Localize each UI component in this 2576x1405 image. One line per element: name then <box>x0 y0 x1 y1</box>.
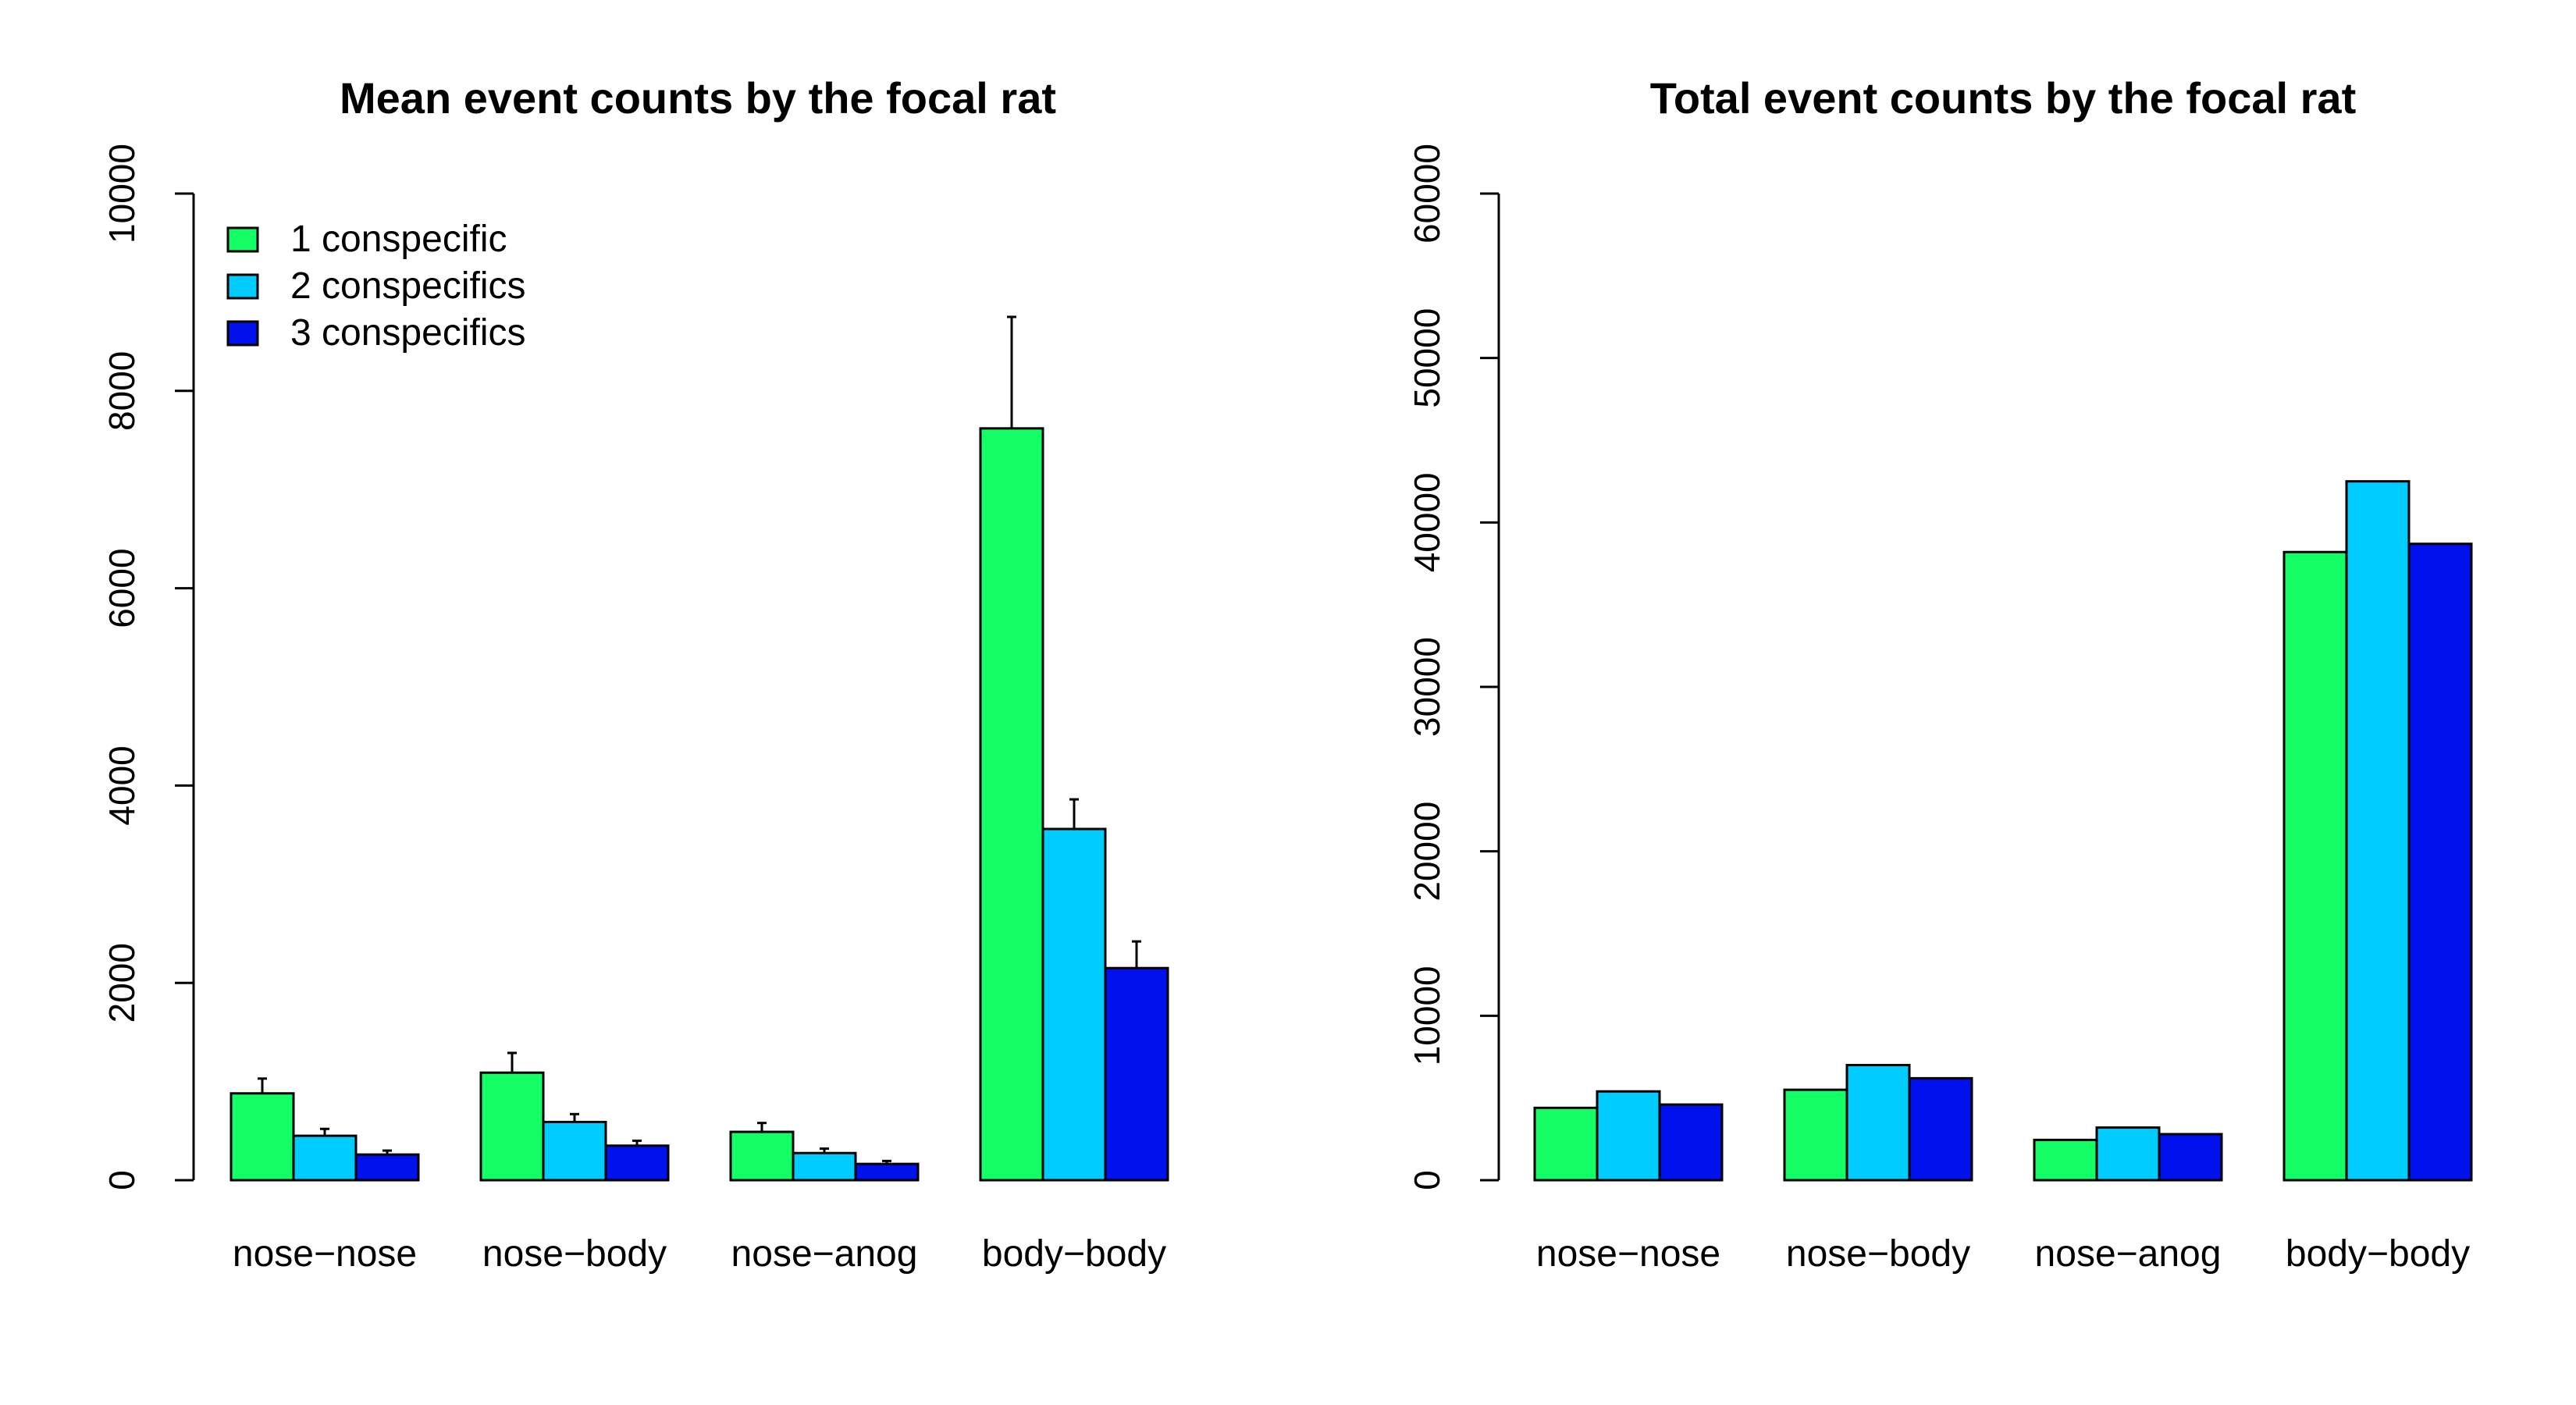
x-category-label: nose−body <box>1786 1233 1970 1275</box>
bar-1-0 <box>229 1092 295 1182</box>
y-tick-label: 8000 <box>101 351 142 431</box>
y-tick-label: 10000 <box>1407 966 1447 1065</box>
chart-title: Mean event counts by the focal rat <box>340 73 1056 123</box>
mean-counts-panel: Mean event counts by the focal rat 0 2000 4… <box>101 73 1169 1275</box>
bar-2-1 <box>1845 1064 1911 1182</box>
bar-1-0 <box>1533 1106 1599 1182</box>
bar-3-3 <box>1104 966 1169 1182</box>
x-category-label: nose−anog <box>731 1233 918 1275</box>
x-category-label: body−body <box>982 1233 1166 1275</box>
bar-3-3 <box>2407 542 2473 1182</box>
y-tick-label: 20000 <box>1407 802 1447 902</box>
legend-label-1: 1 conspecific <box>290 219 507 260</box>
x-category-label: nose−nose <box>1536 1233 1720 1275</box>
legend-label-3: 3 conspecifics <box>290 312 525 354</box>
y-tick-label: 4000 <box>101 745 142 825</box>
x-category-label: nose−anog <box>2035 1233 2222 1275</box>
y-tick-label: 60000 <box>1407 144 1447 244</box>
total-counts-panel: Total event counts by the focal rat 0 1000… <box>1407 73 2473 1275</box>
bar-1-2 <box>729 1130 795 1182</box>
bar-2-2 <box>792 1151 857 1182</box>
bar-3-2 <box>2158 1133 2223 1182</box>
y-tick-label: 50000 <box>1407 308 1447 408</box>
bar-1-2 <box>2033 1138 2098 1182</box>
bar-2-3 <box>2345 480 2411 1182</box>
x-category-label: body−body <box>2286 1233 2470 1275</box>
bar-2-3 <box>1041 827 1107 1182</box>
y-tick-label: 0 <box>101 1170 142 1190</box>
legend-swatch-1 <box>226 226 259 253</box>
chart-title: Total event counts by the focal rat <box>1650 73 2356 123</box>
bar-3-0 <box>1658 1103 1724 1182</box>
x-category-label: nose−body <box>482 1233 667 1275</box>
y-tick-label: 0 <box>1407 1170 1447 1190</box>
y-tick-label: 40000 <box>1407 472 1447 572</box>
legend-swatch-2 <box>226 273 259 300</box>
legend-swatch-3 <box>226 320 259 347</box>
bar-3-1 <box>604 1144 670 1182</box>
bar-3-2 <box>854 1162 920 1182</box>
y-tick-label: 6000 <box>101 548 142 628</box>
legend-label-2: 2 conspecifics <box>290 265 525 307</box>
bar-2-0 <box>1596 1090 1661 1182</box>
y-tick-label: 30000 <box>1407 637 1447 737</box>
y-tick-label: 2000 <box>101 943 142 1023</box>
bar-1-1 <box>1783 1088 1848 1182</box>
x-category-label: nose−nose <box>233 1233 417 1275</box>
bar-3-1 <box>1908 1076 1973 1182</box>
bar-2-2 <box>2095 1126 2161 1182</box>
bar-2-0 <box>292 1134 358 1182</box>
bar-3-0 <box>354 1153 420 1182</box>
bar-2-1 <box>542 1120 607 1182</box>
bar-1-1 <box>479 1071 545 1182</box>
y-tick-label: 10000 <box>101 144 142 244</box>
bar-1-3 <box>2282 550 2348 1182</box>
bar-1-3 <box>979 427 1044 1182</box>
